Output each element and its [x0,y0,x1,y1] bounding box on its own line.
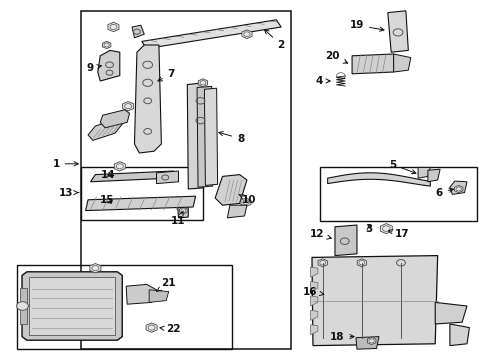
Text: 1: 1 [53,159,78,169]
Polygon shape [366,337,375,345]
Text: 3: 3 [365,224,372,234]
Text: 19: 19 [349,20,383,31]
Bar [81,11,290,349]
Bar [81,167,203,220]
Text: 11: 11 [171,211,185,226]
Text: 6: 6 [435,188,452,198]
Text: 17: 17 [387,229,408,239]
Text: 2: 2 [264,30,284,50]
Polygon shape [241,198,250,207]
Polygon shape [227,205,246,218]
Polygon shape [215,175,246,205]
Polygon shape [90,264,101,273]
Polygon shape [355,337,378,349]
Text: 14: 14 [101,170,116,180]
Text: 21: 21 [156,278,176,292]
Polygon shape [310,296,317,306]
Polygon shape [204,88,217,185]
Text: 18: 18 [329,332,353,342]
Polygon shape [132,25,144,38]
Text: 16: 16 [303,287,323,297]
Text: 20: 20 [325,51,347,63]
Polygon shape [122,102,133,111]
Text: 8: 8 [219,132,244,144]
Polygon shape [126,284,156,304]
Text: 15: 15 [99,195,114,205]
Polygon shape [327,173,429,186]
Polygon shape [334,225,356,256]
Polygon shape [134,45,161,153]
Text: 12: 12 [309,229,330,239]
Polygon shape [102,41,111,49]
Polygon shape [142,20,281,49]
Polygon shape [393,54,410,72]
Polygon shape [310,282,317,292]
Polygon shape [417,167,429,178]
Polygon shape [179,207,187,214]
Text: 9: 9 [87,63,101,73]
Text: 4: 4 [314,76,329,86]
Polygon shape [380,224,391,234]
Polygon shape [356,259,366,267]
Polygon shape [90,171,173,182]
Polygon shape [310,310,317,320]
Polygon shape [242,30,251,39]
Polygon shape [427,169,439,182]
Polygon shape [449,324,468,346]
Text: 22: 22 [160,324,181,334]
Polygon shape [146,323,157,332]
Polygon shape [22,272,122,340]
Polygon shape [20,288,27,324]
Polygon shape [88,119,122,140]
Polygon shape [434,302,466,324]
Text: 7: 7 [158,69,175,81]
Text: 5: 5 [388,159,415,174]
Polygon shape [317,259,327,267]
Circle shape [17,302,28,310]
Polygon shape [98,50,120,81]
Polygon shape [351,54,393,74]
Text: 13: 13 [59,188,79,198]
Polygon shape [100,110,129,128]
Polygon shape [149,290,168,302]
Polygon shape [311,256,437,346]
Polygon shape [85,196,195,211]
Bar [17,265,232,349]
Polygon shape [453,185,462,193]
Polygon shape [114,162,125,171]
Polygon shape [449,181,466,194]
Polygon shape [310,325,317,335]
Polygon shape [108,22,119,32]
Polygon shape [197,86,212,187]
Polygon shape [177,203,188,218]
Polygon shape [387,11,407,52]
Polygon shape [187,83,203,189]
Polygon shape [310,267,317,277]
Bar [320,167,476,221]
Polygon shape [156,171,178,184]
Polygon shape [198,79,207,87]
Polygon shape [29,277,115,335]
Text: 10: 10 [239,195,256,205]
